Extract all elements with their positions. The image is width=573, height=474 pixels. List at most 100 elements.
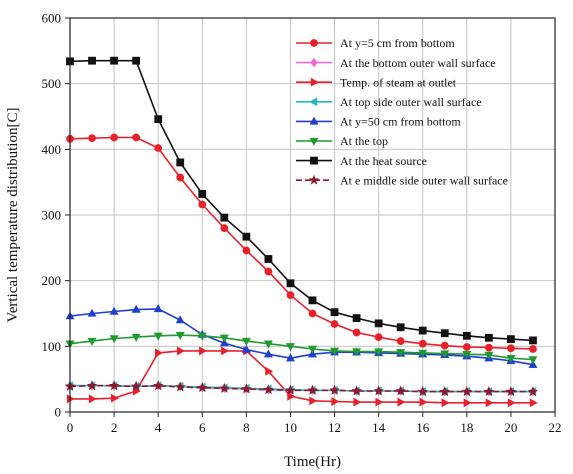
data-point	[176, 158, 185, 167]
data-point	[88, 394, 97, 404]
data-point	[199, 346, 208, 356]
x-tick-label: 22	[549, 420, 562, 435]
legend-marker	[309, 116, 319, 125]
legend-marker	[309, 137, 319, 146]
data-point	[87, 308, 97, 317]
data-point	[462, 343, 471, 351]
legend-label: At top side outer wall surface	[340, 95, 482, 109]
data-point	[286, 279, 295, 288]
data-point	[242, 246, 251, 255]
data-point	[198, 190, 207, 198]
data-point	[330, 308, 339, 317]
data-point	[484, 343, 493, 352]
data-point	[506, 354, 516, 363]
data-point	[197, 332, 207, 341]
series-line	[69, 384, 533, 393]
data-point	[374, 348, 384, 357]
data-point	[131, 304, 141, 313]
data-point	[286, 291, 295, 300]
data-point	[242, 232, 251, 241]
data-point	[485, 398, 494, 408]
data-point	[110, 133, 118, 142]
legend-item: At y=5 cm from bottom	[296, 36, 455, 50]
data-point	[309, 396, 318, 406]
data-point	[507, 344, 515, 353]
x-tick-label: 10	[284, 420, 297, 435]
series-line	[70, 350, 533, 404]
data-point	[154, 115, 163, 124]
data-point	[174, 381, 186, 392]
series-line	[69, 308, 534, 366]
data-point	[263, 340, 273, 349]
data-point	[461, 386, 473, 397]
data-point	[264, 267, 273, 276]
data-point	[285, 343, 295, 352]
y-tick-label: 600	[42, 11, 62, 26]
data-point	[130, 380, 142, 391]
data-point	[397, 397, 406, 407]
data-point	[155, 348, 163, 358]
data-point	[329, 384, 340, 395]
legend-item: At the bottom outer wall surface	[296, 56, 496, 70]
data-point	[308, 309, 317, 318]
data-point	[154, 144, 163, 152]
data-point	[221, 346, 230, 356]
data-point	[177, 346, 185, 356]
data-point	[265, 366, 274, 376]
data-point	[375, 397, 384, 407]
series-7	[66, 56, 537, 345]
legend-label: At e middle side outer wall surface	[340, 173, 508, 187]
data-point	[87, 337, 97, 346]
legend-item: At e middle side outer wall surface	[296, 173, 508, 187]
legend-label: Temp. of steam at outlet	[340, 75, 457, 89]
data-point	[110, 56, 118, 65]
legend-marker	[310, 156, 318, 165]
data-point	[440, 329, 449, 338]
y-tick-label: 500	[42, 76, 62, 91]
x-tick-label: 2	[111, 420, 118, 435]
data-point	[287, 391, 296, 401]
data-point	[109, 335, 119, 344]
legend-marker	[308, 174, 320, 185]
data-point	[352, 328, 361, 337]
data-point	[330, 320, 339, 328]
legend-marker	[309, 97, 318, 107]
data-point	[373, 385, 384, 396]
data-point	[374, 333, 383, 342]
legend-label: At the heat source	[340, 154, 427, 168]
data-point	[109, 306, 119, 315]
data-point	[331, 397, 340, 406]
x-axis-title: Time(Hr)	[284, 454, 341, 470]
legend-item: Temp. of steam at outlet	[296, 75, 457, 89]
series-1	[66, 133, 537, 353]
data-point	[264, 255, 273, 263]
data-point	[527, 386, 539, 397]
x-tick-label: 16	[416, 420, 430, 435]
data-point	[308, 345, 317, 354]
data-point	[241, 383, 252, 394]
data-point	[197, 382, 208, 393]
data-point	[153, 304, 163, 313]
data-point	[132, 56, 141, 65]
series-line	[69, 136, 534, 350]
data-point	[396, 349, 406, 357]
data-point	[529, 336, 537, 345]
x-tick-label: 14	[372, 420, 386, 435]
data-point	[396, 337, 405, 345]
x-tick-label: 8	[243, 420, 250, 435]
y-axis-title: Vertical temperature distribution[C]	[5, 108, 21, 323]
legend-marker	[310, 39, 318, 47]
legend-item: At the heat source	[296, 154, 427, 168]
data-point	[175, 331, 185, 340]
data-point	[219, 334, 229, 343]
legend: At y=5 cm from bottom At the bottom outer…	[296, 36, 508, 187]
legend-item: At top side outer wall surface	[296, 95, 482, 109]
series-line	[69, 334, 534, 361]
legend-item: At the top	[296, 134, 388, 148]
data-point	[263, 349, 273, 358]
series-line	[69, 59, 534, 342]
series-8	[64, 380, 539, 397]
data-point	[507, 398, 516, 408]
data-point	[440, 350, 450, 359]
